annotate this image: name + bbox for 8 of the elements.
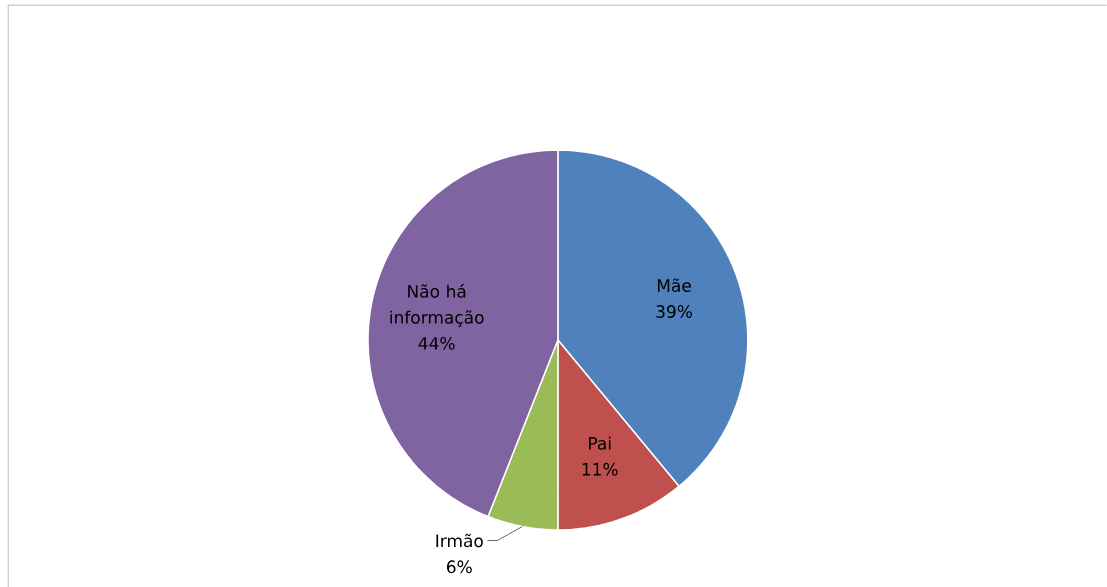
slice-label: Pai xyxy=(589,436,611,450)
slice-label: Irmão xyxy=(436,533,483,548)
data-label: 6% xyxy=(447,560,472,574)
data-label: 11% xyxy=(582,462,618,476)
slice-label: Não há informação xyxy=(390,283,484,327)
data-label: 39% xyxy=(656,304,692,318)
slice-label: Mãe xyxy=(657,278,691,292)
data-label: 44% xyxy=(418,336,455,350)
